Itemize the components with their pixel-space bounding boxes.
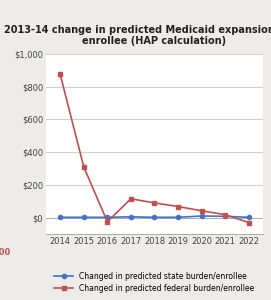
Line: Changed in predicted federal burden/enrollee: Changed in predicted federal burden/enro… — [58, 72, 251, 225]
Changed in predicted state burden/enrollee — [153, 215, 156, 219]
Changed in predicted federal burden/enrollee — [176, 205, 180, 208]
Text: $200: $200 — [0, 248, 11, 256]
Changed in predicted federal burden/enrollee — [106, 220, 109, 224]
Changed in predicted state burden/enrollee — [200, 214, 203, 218]
Changed in predicted federal burden/enrollee — [247, 221, 250, 224]
Legend: Changed in predicted state burden/enrollee, Changed in predicted federal burden/: Changed in predicted state burden/enroll… — [54, 272, 255, 293]
Changed in predicted state burden/enrollee — [247, 215, 250, 219]
Changed in predicted state burden/enrollee — [224, 214, 227, 218]
Line: Changed in predicted state burden/enrollee: Changed in predicted state burden/enroll… — [58, 214, 251, 219]
Changed in predicted federal burden/enrollee — [200, 209, 203, 213]
Changed in predicted state burden/enrollee — [82, 215, 85, 219]
Changed in predicted state burden/enrollee — [176, 215, 180, 219]
Changed in predicted federal burden/enrollee — [224, 213, 227, 217]
Changed in predicted state burden/enrollee — [59, 215, 62, 219]
Changed in predicted federal burden/enrollee — [153, 201, 156, 205]
Changed in predicted state burden/enrollee — [129, 215, 133, 219]
Text: 2013-14 change in predicted Medicaid expansion cost/
enrollee (HAP calculation): 2013-14 change in predicted Medicaid exp… — [4, 25, 271, 46]
Changed in predicted federal burden/enrollee — [59, 73, 62, 76]
Changed in predicted state burden/enrollee — [106, 215, 109, 219]
Changed in predicted federal burden/enrollee — [82, 165, 85, 169]
Changed in predicted federal burden/enrollee — [129, 197, 133, 201]
